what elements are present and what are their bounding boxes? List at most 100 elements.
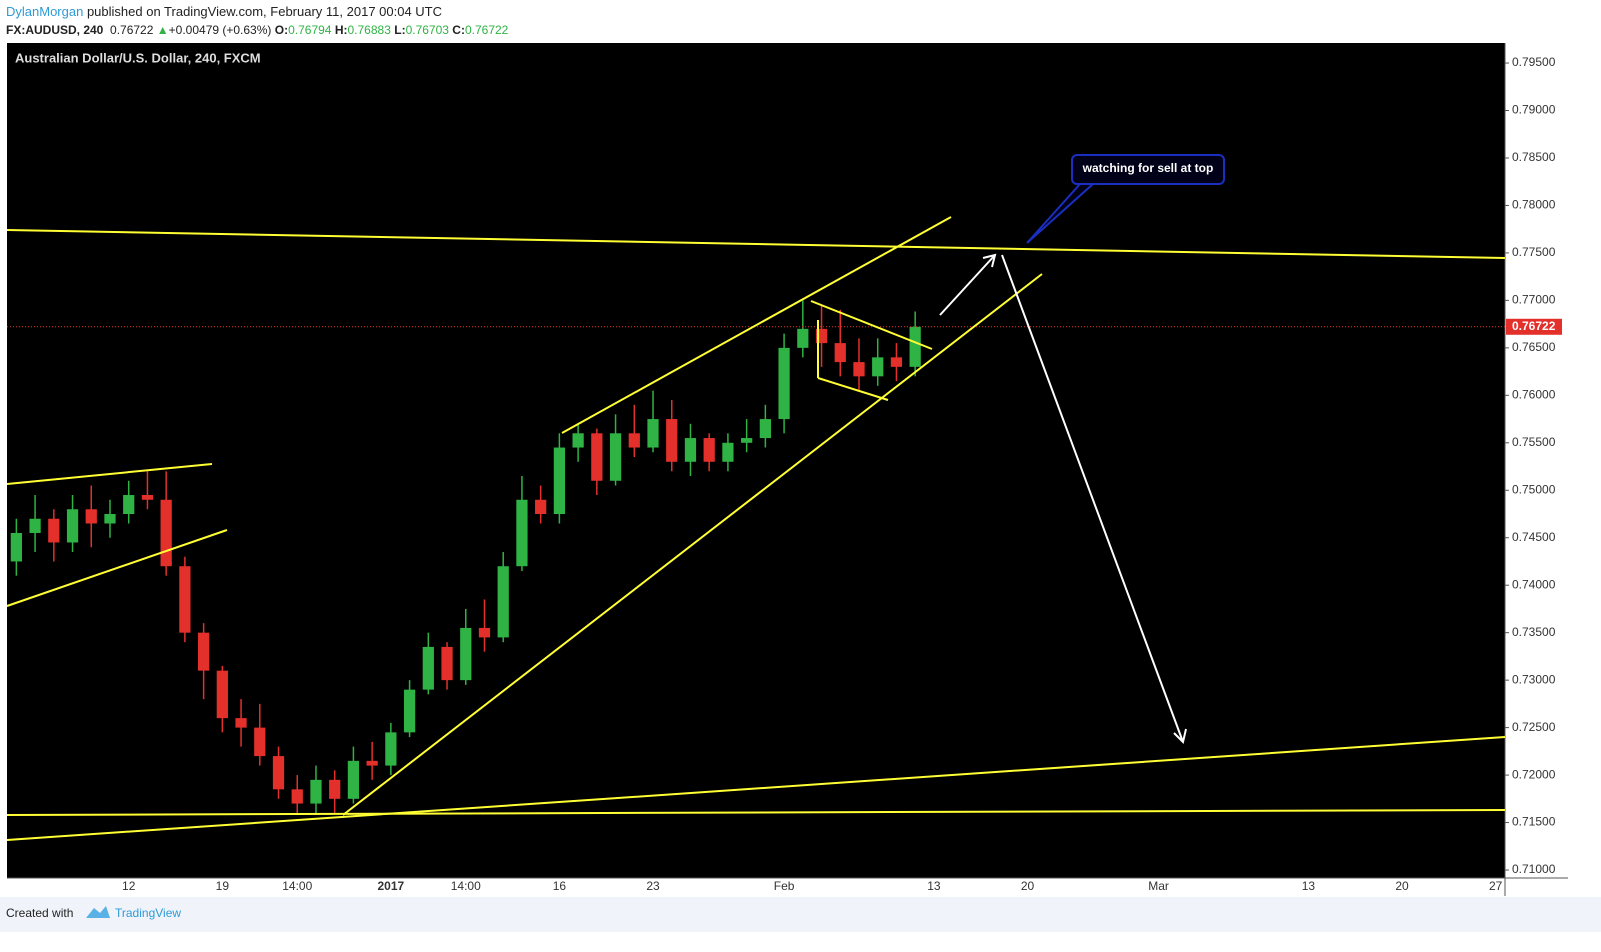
change-arrow: ▲ (156, 23, 169, 37)
candle-body (797, 328, 809, 348)
candle-body (160, 499, 172, 567)
candle-body (853, 362, 865, 377)
arrows (939, 253, 1187, 744)
y-tick-label: 0.77500 (1512, 245, 1556, 259)
candle-body (48, 518, 60, 543)
x-tick-label: 19 (216, 879, 230, 893)
candle-body (666, 419, 678, 462)
open-label: O: (274, 23, 289, 37)
candle-body (647, 419, 659, 448)
y-tick-label: 0.76000 (1512, 387, 1556, 401)
close: 0.76722 (464, 23, 509, 37)
trend-line (6, 529, 228, 607)
candle-body (347, 760, 360, 799)
candle-body (66, 509, 79, 543)
y-tick-label: 0.77000 (1512, 293, 1556, 307)
x-tick-label: 2017 (378, 879, 405, 893)
author[interactable]: DylanMorgan (6, 4, 84, 19)
y-tick-label: 0.71500 (1512, 815, 1556, 829)
x-tick-label: 13 (1302, 879, 1316, 893)
trend-line (342, 273, 1043, 816)
candle-body (403, 689, 416, 733)
footer-bar (0, 897, 1601, 932)
candle-body (216, 670, 228, 719)
x-tick-label: 16 (553, 879, 567, 893)
footer-brand[interactable]: TradingView (115, 906, 181, 920)
candle-body (572, 433, 584, 448)
candle-body (10, 532, 22, 562)
y-tick-label: 0.79500 (1512, 55, 1556, 69)
last-price-label: 0.76722 (1512, 319, 1556, 333)
candle-body (759, 419, 771, 439)
y-tick-label: 0.78000 (1512, 198, 1556, 212)
y-tick-label: 0.75000 (1512, 482, 1556, 496)
symbol: FX:AUDUSD, 240 (6, 23, 104, 37)
y-tick-label: 0.76500 (1512, 340, 1556, 354)
trend-line (6, 463, 213, 485)
last: 0.76722 (110, 23, 154, 37)
candle-body (310, 779, 322, 804)
close-label: C: (452, 23, 465, 37)
high-label: H: (334, 23, 348, 37)
candle-body (535, 499, 547, 514)
candle-body (591, 433, 603, 481)
trend-line (6, 736, 1506, 841)
y-tick-label: 0.79000 (1512, 103, 1556, 117)
x-tick-label: 13 (927, 879, 941, 893)
y-tick-label: 0.72000 (1512, 767, 1556, 781)
header: DylanMorgan published on TradingView.com… (6, 3, 508, 39)
footer-created: Created with (6, 906, 73, 920)
candle-body (703, 438, 715, 462)
brand-logo (86, 906, 110, 918)
arrow-up (939, 253, 997, 316)
arrow-down (1001, 254, 1187, 744)
candle-body (422, 646, 434, 690)
quote-line: FX:AUDUSD, 240 0.76722 ▲+0.00479 (+0.63%… (6, 21, 508, 39)
y-tick-label: 0.73500 (1512, 625, 1556, 639)
x-tick-label: Feb (774, 879, 795, 893)
candle-body (553, 447, 566, 514)
callout-box (1071, 154, 1225, 185)
candle-body (254, 727, 266, 757)
annotation: watching for sell at top (1082, 161, 1214, 175)
y-tick-label: 0.75500 (1512, 435, 1556, 449)
y-tick-label: 0.73000 (1512, 672, 1556, 686)
candle-body (197, 632, 210, 671)
x-tick-label: 12 (122, 879, 136, 893)
x-tick-label: Mar (1148, 879, 1169, 893)
trend-line (810, 300, 933, 350)
candle-body (741, 438, 753, 443)
drawings (6, 216, 1506, 841)
candle-body (497, 566, 509, 638)
candle-body (329, 779, 341, 799)
candle-body (872, 357, 884, 377)
candle-body (104, 513, 116, 524)
candle-body (29, 518, 41, 533)
plot (7, 300, 1505, 814)
candle-body (815, 328, 828, 344)
candle-body (834, 343, 846, 363)
low: 0.76703 (405, 23, 449, 37)
trend-line (6, 809, 1506, 816)
candle-body (778, 347, 790, 420)
y-tick-label: 0.72500 (1512, 720, 1556, 734)
low-label: L: (394, 23, 406, 37)
high: 0.76883 (347, 23, 391, 37)
x-tick-label: 20 (1395, 879, 1409, 893)
candle-body (684, 438, 697, 462)
candle-body (478, 627, 491, 638)
y-tick-label: 0.74000 (1512, 577, 1556, 591)
trend-line (6, 229, 1506, 259)
candle-body (385, 732, 397, 766)
publish-line: DylanMorgan published on TradingView.com… (6, 3, 508, 21)
candle-body (123, 495, 135, 514)
candle-body (722, 442, 734, 462)
open: 0.76794 (288, 23, 332, 37)
candle-body (141, 495, 154, 500)
x-tick-label: 14:00 (451, 879, 481, 893)
change: +0.00479 (+0.63%) (168, 23, 272, 37)
candle-body (609, 433, 622, 481)
y-tick-label: 0.78500 (1512, 150, 1556, 164)
